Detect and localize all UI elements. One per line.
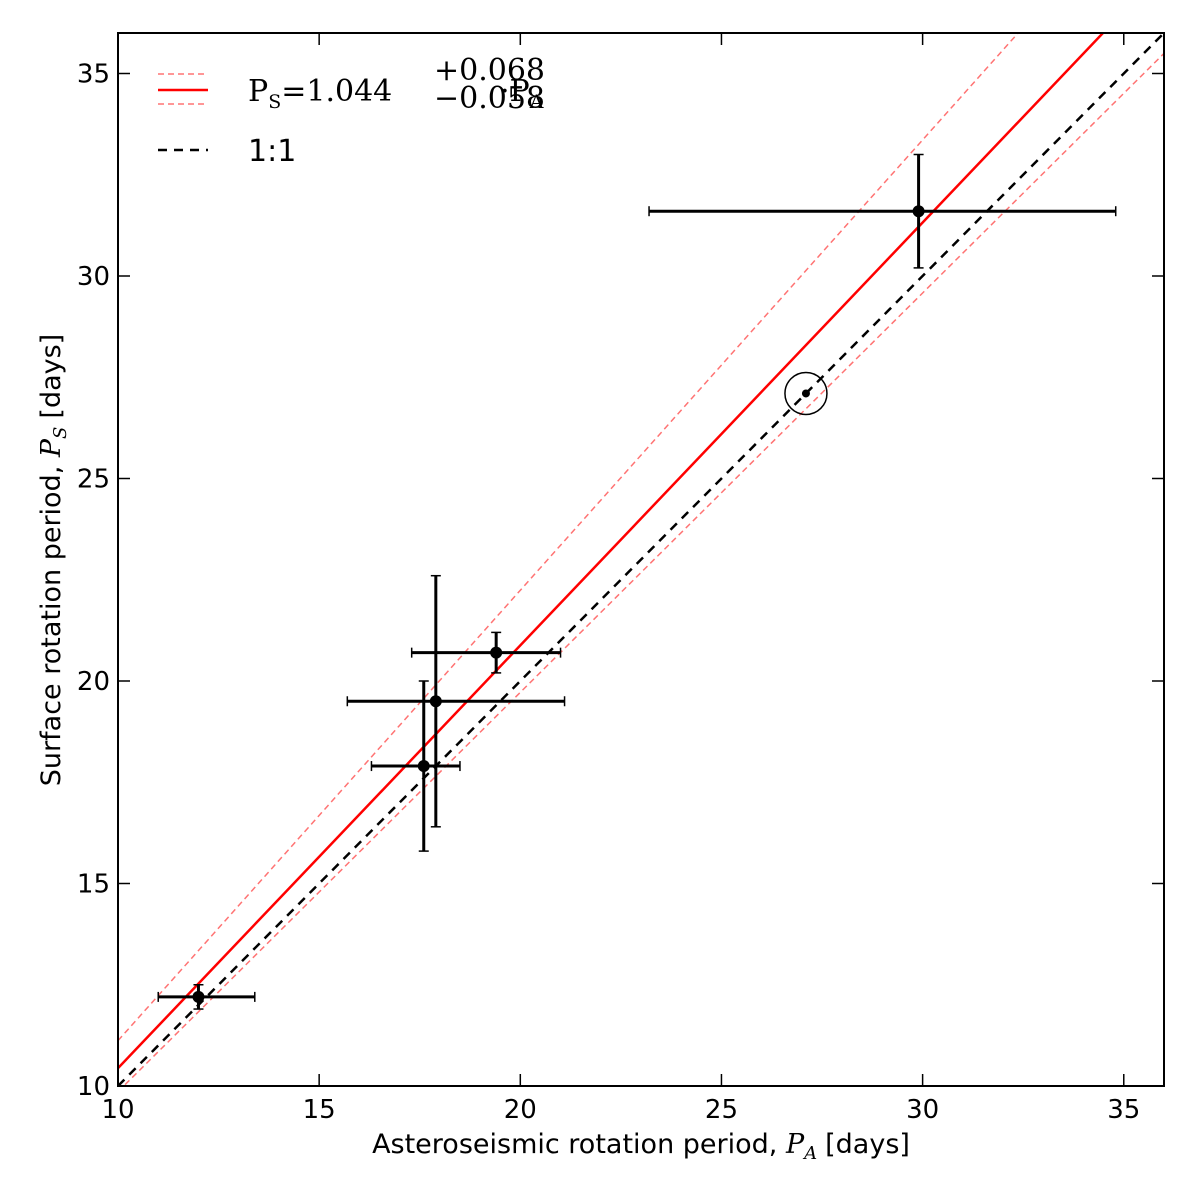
x-tick-label: 20 [504, 1095, 537, 1125]
legend-fit-eq: =1.044 [281, 74, 392, 109]
y-tick-label: 20 [77, 667, 110, 697]
y-tick-label: 10 [77, 1072, 110, 1102]
x-axis-label-prefix: Asteroseismic rotation period, [372, 1129, 777, 1160]
sun-symbol [784, 371, 828, 416]
y-axis-label-sub: S [50, 427, 71, 439]
x-axis-label-sub: A [802, 1143, 817, 1164]
data-point-3 [410, 631, 562, 674]
data-point-2 [346, 574, 566, 828]
fit-upper-bound-line [118, 33, 1020, 1042]
legend-fit-rhs-main: ·P [500, 74, 530, 109]
y-tick-label: 25 [77, 465, 110, 495]
y-tick-label: 15 [77, 870, 110, 900]
data-point-1 [370, 680, 461, 852]
plot-frame [117, 32, 1165, 1087]
x-axis-label-suffix: [days] [825, 1129, 910, 1160]
legend-fit-sub: −0.058 [434, 81, 545, 116]
legend: PS=1.044 +0.068 −0.058 ·PA 1:1 [158, 53, 545, 169]
x-tick-label: 10 [101, 1095, 134, 1125]
x-tick-label: 15 [303, 1095, 336, 1125]
sun-ring [784, 371, 828, 416]
series-layer [118, 33, 1164, 1086]
sun-dot [801, 389, 810, 398]
legend-fit-sup: +0.068 [434, 53, 545, 88]
x-axis-label: Asteroseismic rotation period, PA [days] [372, 1129, 910, 1164]
y-tick-label: 30 [77, 262, 110, 292]
legend-fit-lhs-sub: S [268, 91, 281, 113]
data-point-4 [648, 153, 1117, 269]
x-axis-label-symbol: P [785, 1129, 805, 1160]
x-tick-label: 35 [1107, 1095, 1140, 1125]
one-to-one-line [118, 33, 1164, 1086]
legend-fit-rhs: ·PA [500, 74, 544, 113]
y-axis-label: Surface rotation period, PS [days] [36, 334, 71, 786]
data-point-marker [417, 760, 430, 773]
x-tick-label: 25 [705, 1095, 738, 1125]
y-axis-label-symbol: P [36, 438, 67, 458]
y-tick-label: 35 [77, 60, 110, 90]
legend-fit-rhs-sub: A [529, 91, 544, 113]
legend-one-to-one-label: 1:1 [248, 134, 296, 169]
data-point-marker [429, 695, 442, 708]
legend-fit-lhs: P [248, 74, 268, 109]
data-point-0 [157, 984, 256, 1010]
ticks-layer: 10 15 20 25 30 35 10 15 20 25 30 35 [77, 33, 1164, 1125]
fit-line [118, 33, 1105, 1070]
x-tick-label: 30 [906, 1095, 939, 1125]
data-point-marker [192, 990, 205, 1003]
y-axis-label-prefix: Surface rotation period, [36, 466, 67, 787]
fit-lower-bound-line [122, 52, 1164, 1086]
data-point-marker [912, 205, 925, 218]
y-axis-label-suffix: [days] [36, 334, 67, 419]
points-layer [157, 153, 1117, 1010]
data-point-marker [490, 646, 503, 659]
legend-fit-label: PS=1.044 [248, 74, 392, 113]
